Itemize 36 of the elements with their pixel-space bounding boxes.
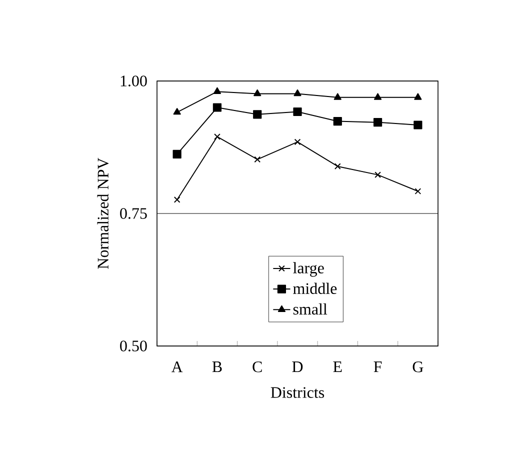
x-axis-title: Districts <box>270 387 324 398</box>
point <box>172 150 182 158</box>
x-tick-label: B <box>212 362 222 372</box>
legend-label: small <box>293 303 328 315</box>
y-tick-label: 0.75 <box>120 208 147 219</box>
x-tick-label: F <box>374 362 382 372</box>
point <box>414 120 422 130</box>
point <box>212 103 222 112</box>
y-tick-label: 0.50 <box>120 340 147 352</box>
point <box>294 138 301 146</box>
point <box>174 196 180 203</box>
point <box>173 108 181 115</box>
legend-label: middle <box>293 282 337 294</box>
point <box>213 87 222 94</box>
y-tick-label: 1.00 <box>120 76 147 86</box>
point <box>293 107 302 116</box>
point <box>214 133 220 140</box>
point <box>334 163 341 170</box>
x-tick-label: C <box>252 362 262 372</box>
point <box>374 172 381 178</box>
legend-label: large <box>293 262 324 277</box>
x-tick-label: G <box>412 362 424 372</box>
point <box>374 93 382 100</box>
point <box>414 188 422 194</box>
point <box>294 89 302 96</box>
point <box>253 110 262 119</box>
x-tick-label: A <box>171 362 183 372</box>
point <box>254 156 261 163</box>
x-tick-label: D <box>292 362 303 372</box>
point <box>373 118 382 127</box>
x-tick-label: E <box>333 362 342 372</box>
point <box>254 89 262 96</box>
y-axis-title: Normalized NPV <box>97 158 109 269</box>
point <box>334 93 342 100</box>
point <box>414 93 422 100</box>
point <box>333 116 342 126</box>
